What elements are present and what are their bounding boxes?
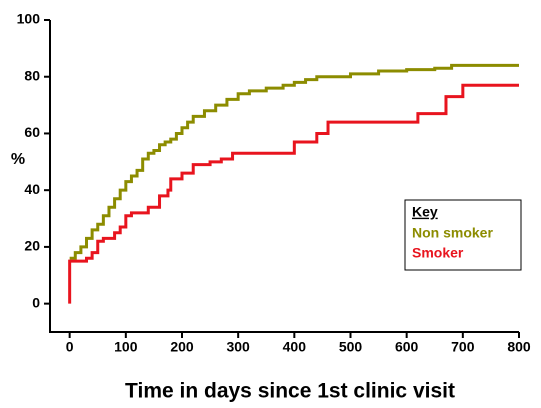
series-line [68, 83, 519, 304]
legend-box [404, 199, 522, 271]
legend-title: Key [412, 204, 438, 220]
x-tick-label: 500 [339, 339, 363, 355]
legend-label: Non smoker [412, 225, 493, 241]
x-tick-label: 600 [395, 339, 419, 355]
y-tick-label: 100 [17, 11, 41, 27]
y-tick-label: 40 [24, 181, 40, 197]
legend-label: Smoker [412, 245, 464, 261]
x-axis-label: Time in days since 1st clinic visit [125, 380, 455, 403]
y-tick-label: 0 [32, 294, 40, 310]
y-tick-label: 80 [24, 67, 40, 83]
x-tick-label: 0 [66, 339, 74, 355]
x-tick-label: 400 [283, 339, 307, 355]
y-tick-label: 60 [24, 124, 40, 140]
x-tick-label: 300 [226, 339, 250, 355]
x-tick-label: 700 [451, 339, 475, 355]
x-tick-label: 100 [114, 339, 138, 355]
y-tick-label: 20 [24, 238, 40, 254]
series-line [69, 63, 519, 260]
x-tick-label: 200 [170, 339, 194, 355]
x-tick-label: 800 [507, 339, 531, 355]
y-axis-label: % [11, 151, 25, 168]
